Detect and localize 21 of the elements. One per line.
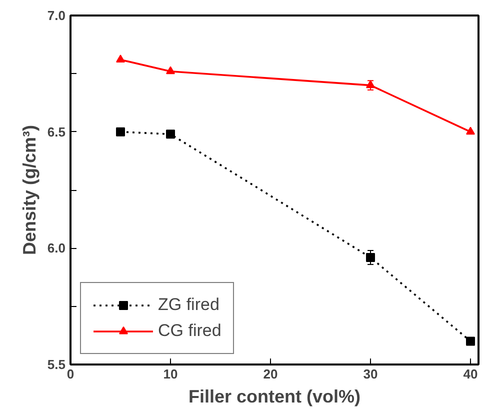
x-tick-label: 30 <box>363 366 378 382</box>
x-tick-label: 40 <box>463 366 478 382</box>
point <box>116 54 125 63</box>
point <box>466 126 475 135</box>
point <box>116 127 125 136</box>
y-tick-label: 5.5 <box>47 357 66 372</box>
y-tick-label: 6.5 <box>47 124 66 140</box>
legend-label: CG fired <box>158 321 222 341</box>
x-tick-label: 0 <box>66 366 74 382</box>
x-axis-title: Filler content (vol%) <box>188 386 361 406</box>
x-tick-label: 20 <box>263 366 278 382</box>
point <box>166 130 175 139</box>
point <box>366 80 375 88</box>
x-tick-label: 10 <box>163 366 178 382</box>
point <box>166 66 175 74</box>
point <box>366 252 375 262</box>
point <box>466 336 475 346</box>
legend-label: ZG fired <box>158 295 220 315</box>
y-tick-label: 6.0 <box>47 240 66 256</box>
y-tick-label: 7.0 <box>47 8 66 23</box>
y-axis-title: Density (g/cm³) <box>19 124 40 256</box>
